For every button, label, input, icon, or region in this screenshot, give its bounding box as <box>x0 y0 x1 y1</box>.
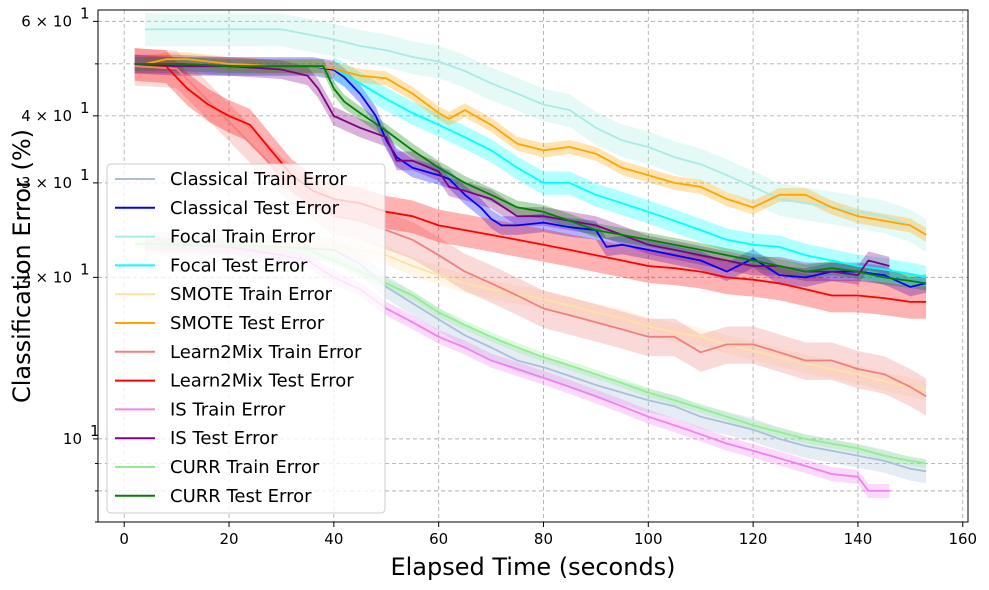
axis-ticks: 0 20 40 60 80 100 120 140 160 10 1 2 × 10 1 3 × 10 1 4 … <box>21 4 977 548</box>
legend-label: SMOTE Test Error <box>170 313 325 334</box>
y-tick-label: 6 × 10 <box>21 12 72 30</box>
x-tick-label: 120 <box>739 530 768 548</box>
y-tick-exponent: 1 <box>80 166 90 184</box>
confidence-band <box>134 48 927 416</box>
series-line <box>134 63 927 285</box>
confidence-band <box>145 13 927 252</box>
confidence-band <box>134 57 927 291</box>
confidence-band <box>134 239 927 469</box>
legend-label: Classical Test Error <box>170 198 340 219</box>
x-tick-label: 60 <box>429 530 448 548</box>
legend-label: CURR Test Error <box>170 486 312 507</box>
series-line <box>134 63 927 303</box>
legend-box <box>106 163 386 514</box>
series-line <box>145 28 927 236</box>
legend-label: IS Train Error <box>170 399 286 420</box>
legend-label: Learn2Mix Train Error <box>170 342 362 363</box>
y-tick-label: 4 × 10 <box>21 107 72 125</box>
x-tick-label: 40 <box>324 530 343 548</box>
legend-label: Focal Test Error <box>170 255 308 276</box>
y-tick-label: 2 × 10 <box>21 268 72 286</box>
legend: Classical Train Error Classical Test Erro… <box>106 163 386 514</box>
legend-label: SMOTE Train Error <box>170 284 333 305</box>
x-tick-label: 20 <box>219 530 238 548</box>
confidence-band <box>145 52 927 243</box>
confidence-band <box>333 57 927 290</box>
y-tick-exponent: 1 <box>80 4 90 22</box>
confidence-band <box>145 236 890 498</box>
y-tick-exponent: 1 <box>80 260 90 278</box>
series-line <box>134 63 927 288</box>
x-tick-label: 80 <box>534 530 553 548</box>
plot-area-frame <box>97 9 969 523</box>
x-tick-label: 160 <box>948 530 977 548</box>
y-tick-exponent: 1 <box>80 99 90 117</box>
x-tick-label: 100 <box>634 530 663 548</box>
x-tick-label: 140 <box>844 530 873 548</box>
legend-label: Learn2Mix Test Error <box>170 371 354 392</box>
y-axis-title: Classification Error (%) <box>8 129 36 403</box>
x-axis-title: Elapsed Time (seconds) <box>390 553 675 581</box>
y-tick-exponent: 1 <box>90 422 100 440</box>
confidence-band <box>145 232 927 484</box>
legend-label: Focal Train Error <box>170 227 316 248</box>
y-tick-label: 10 <box>63 430 82 448</box>
legend-label: CURR Train Error <box>170 457 320 478</box>
series-line <box>333 67 927 279</box>
legend-label: IS Test Error <box>170 428 278 449</box>
x-tick-label: 0 <box>119 530 129 548</box>
legend-label: Classical Train Error <box>170 169 347 190</box>
y-tick-label: 3 × 10 <box>21 174 72 192</box>
